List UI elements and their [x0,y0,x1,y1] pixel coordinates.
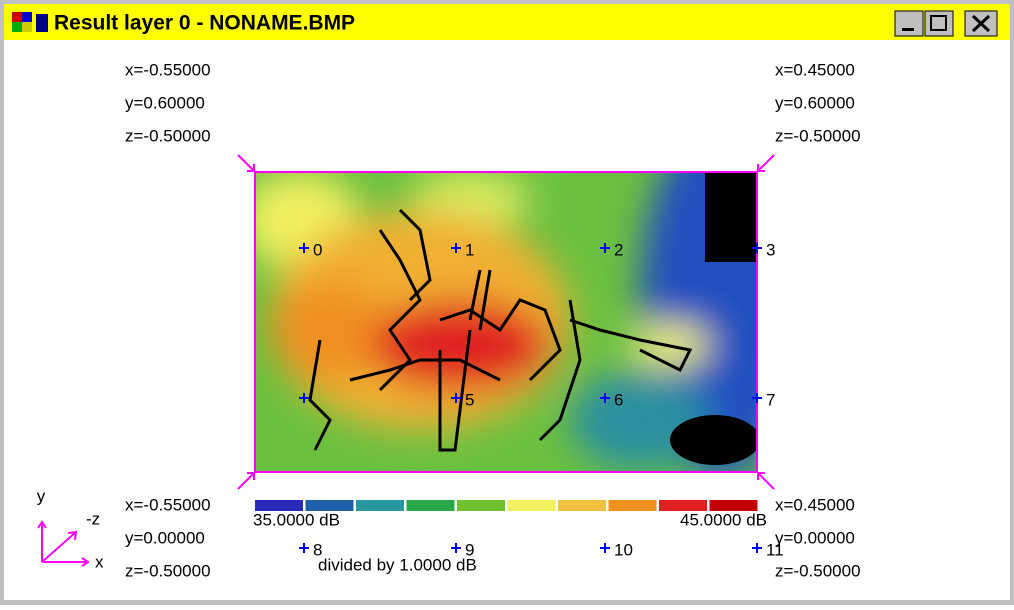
marker-label: 9 [465,540,474,559]
scale-max-label: 45.0000 dB [680,510,767,529]
coordinate-label: z=-0.50000 [125,561,211,580]
marker-label: 11 [766,540,784,559]
coordinate-label: y=0.60000 [775,93,855,112]
marker-cross [451,393,461,403]
marker-cross [451,243,461,253]
axis-gizmo [37,520,90,567]
marker-cross [299,543,309,553]
window-controls [894,10,998,37]
map-frame [254,171,758,473]
marker-label: 7 [766,390,775,409]
marker-cross [752,243,762,253]
minimize-button[interactable] [894,10,924,37]
marker-label: 2 [614,240,623,259]
maximize-button[interactable] [924,10,954,37]
marker-cross [299,243,309,253]
marker-label: 5 [465,390,474,409]
scale-swatch [659,500,707,511]
scale-swatch [457,500,505,511]
close-button[interactable] [964,10,998,37]
title-bar [4,4,1010,40]
marker-label: 10 [614,540,633,559]
axis-label-y: y [37,486,46,505]
corner-arrows [237,154,775,490]
marker-cross [752,393,762,403]
scale-swatch [507,500,556,511]
coordinate-label: y=0.60000 [125,93,205,112]
coordinate-label: z=-0.50000 [775,126,861,145]
marker-cross [600,393,610,403]
scale-note: divided by 1.0000 dB [318,555,477,574]
scale-swatch [608,500,657,511]
marker-cross [451,543,461,553]
coordinate-label: z=-0.50000 [775,561,861,580]
axis-label-x: x [95,552,104,571]
marker-label: 8 [313,540,322,559]
marker-label: 1 [465,240,474,259]
scale-swatch [406,500,455,511]
marker-cross [299,393,309,403]
coordinate-label: x=0.45000 [775,60,855,79]
marker-cross [600,543,610,553]
heatmap [255,172,757,472]
scale-swatch [356,500,404,511]
marker-cross [600,243,610,253]
scale-swatch [558,500,606,511]
coordinate-label: x=-0.55000 [125,495,211,514]
coordinate-label: z=-0.50000 [125,126,211,145]
axis-label-z: -z [86,509,100,528]
coordinate-label: y=0.00000 [125,528,205,547]
marker-cross [752,543,762,553]
scale-swatch [305,500,354,511]
coordinate-label: x=0.45000 [775,495,855,514]
marker-label: 6 [614,390,623,409]
coordinate-label: y=0.00000 [775,528,855,547]
marker-label: 3 [766,240,775,259]
window-title: Result layer 0 - NONAME.BMP [54,12,355,35]
scale-swatch [255,500,303,511]
coordinate-label: x=-0.55000 [125,60,211,79]
color-scale [255,500,758,511]
app-icon [12,12,48,32]
scale-swatch [709,500,758,511]
scale-min-label: 35.0000 dB [253,510,340,529]
marker-label: 0 [313,240,322,259]
